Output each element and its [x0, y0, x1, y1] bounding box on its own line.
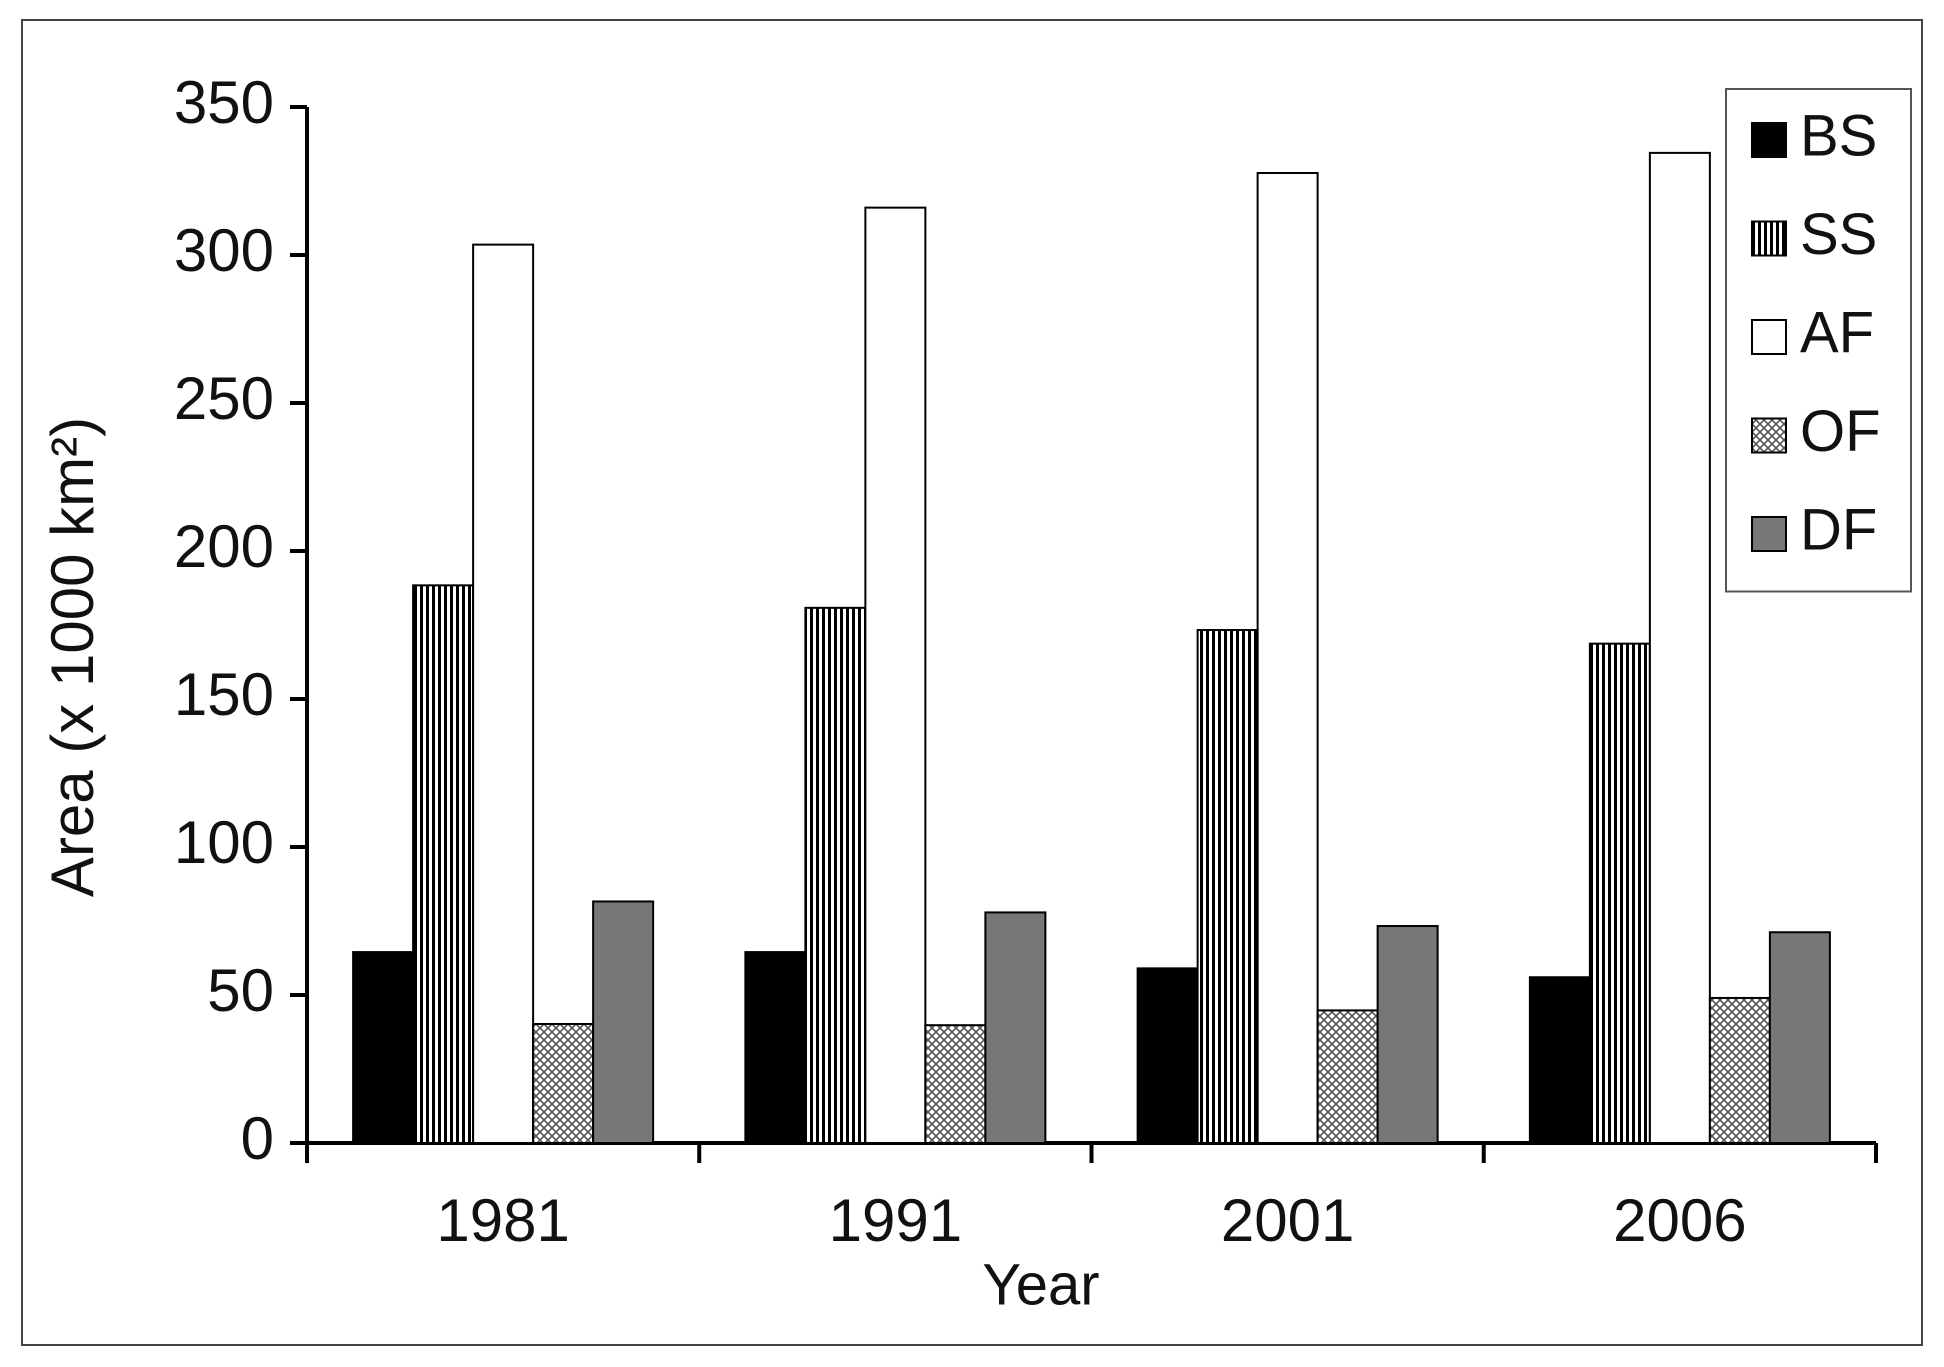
- bar: [1316, 1009, 1379, 1145]
- bar: [1136, 967, 1199, 1144]
- y-tick-label: 100: [174, 809, 274, 876]
- x-tick-label: 1991: [829, 1187, 962, 1254]
- y-tick-label: 200: [174, 513, 274, 580]
- bar: [1768, 931, 1831, 1144]
- legend-label: SS: [1800, 202, 1877, 267]
- bar: [1708, 996, 1771, 1145]
- bar: [1256, 172, 1319, 1144]
- x-tick-label: 1981: [436, 1187, 569, 1254]
- legend-label: AF: [1800, 300, 1874, 365]
- y-axis-title: Area (x 1000 km²): [39, 417, 106, 897]
- bar: [532, 1023, 595, 1145]
- legend-label: BS: [1800, 103, 1877, 168]
- bar: [1648, 151, 1711, 1144]
- legend-swatch: [1751, 319, 1787, 355]
- y-tick-label: 150: [174, 661, 274, 728]
- x-tick-label: 2001: [1221, 1187, 1354, 1254]
- y-tick-label: 350: [174, 69, 274, 136]
- bar: [1376, 925, 1439, 1144]
- bar: [472, 243, 535, 1144]
- bar: [592, 900, 655, 1144]
- legend-label: DF: [1800, 497, 1877, 562]
- y-tick-label: 0: [241, 1105, 274, 1172]
- x-tick-label: 2006: [1613, 1187, 1746, 1254]
- bar: [1196, 629, 1259, 1144]
- frame: [21, 19, 1923, 1346]
- y-tick-label: 50: [207, 957, 274, 1024]
- legend-swatch: [1751, 122, 1787, 158]
- legend-swatch: [1751, 417, 1787, 454]
- legend-swatch: [1751, 220, 1787, 257]
- bar: [412, 584, 475, 1144]
- bar: [924, 1024, 987, 1145]
- bar: [804, 606, 867, 1144]
- bar: [744, 951, 807, 1145]
- bar: [1588, 642, 1651, 1144]
- y-tick-label: 250: [174, 365, 274, 432]
- x-axis-title: Year: [982, 1252, 1099, 1317]
- bar: [352, 951, 415, 1145]
- bar: [1528, 976, 1591, 1144]
- legend-swatch: [1751, 516, 1787, 552]
- bar: [984, 911, 1047, 1145]
- y-tick-label: 300: [174, 217, 274, 284]
- legend-label: OF: [1800, 399, 1881, 464]
- bar: [864, 206, 927, 1144]
